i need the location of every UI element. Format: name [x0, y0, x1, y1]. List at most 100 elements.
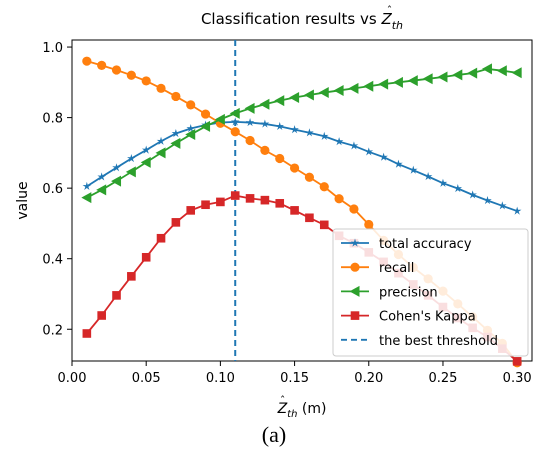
x-tick-label: 0.10	[206, 371, 235, 386]
point-precision	[452, 69, 463, 81]
point-total-accuracy	[319, 131, 329, 140]
point-recall	[275, 153, 285, 164]
legend-marker-total-accuracy	[350, 238, 360, 247]
point-precision	[125, 166, 136, 178]
legend-marker-cohen-s-kappa	[350, 311, 360, 320]
point-total-accuracy	[394, 159, 403, 168]
point-precision	[274, 95, 285, 107]
point-cohen-s-kappa	[275, 199, 285, 208]
point-total-accuracy	[260, 119, 270, 128]
point-cohen-s-kappa	[230, 191, 240, 200]
y-tick-label: 0.6	[42, 182, 63, 197]
point-recall	[97, 60, 107, 70]
point-total-accuracy	[127, 154, 136, 163]
point-total-accuracy	[156, 136, 166, 145]
point-recall	[186, 100, 196, 110]
point-cohen-s-kappa	[156, 233, 166, 243]
point-total-accuracy	[498, 201, 507, 210]
point-precision	[155, 147, 166, 159]
point-recall	[334, 194, 344, 204]
point-precision	[333, 84, 344, 96]
point-precision	[81, 192, 92, 204]
chart-title: Classification results vs Zth	[201, 10, 403, 32]
title-hat-accent: ˆ	[387, 4, 393, 17]
point-total-accuracy	[453, 184, 463, 193]
point-precision	[318, 87, 329, 99]
point-precision	[437, 71, 448, 83]
point-cohen-s-kappa	[512, 357, 522, 366]
y-tick-label: 0.8	[42, 112, 63, 127]
series-line-precision	[86, 68, 518, 199]
series-line-total-accuracy	[86, 120, 518, 212]
x-tick-label: 0.25	[428, 371, 457, 386]
point-cohen-s-kappa	[245, 194, 255, 203]
point-cohen-s-kappa	[97, 311, 106, 320]
point-total-accuracy	[275, 121, 285, 131]
y-tick-label: 0.4	[42, 253, 63, 268]
point-precision	[467, 67, 478, 79]
point-cohen-s-kappa	[112, 291, 121, 300]
point-total-accuracy	[171, 128, 181, 138]
x-tick-label: 0.30	[503, 371, 532, 386]
point-total-accuracy	[379, 152, 388, 161]
legend-box	[332, 228, 529, 357]
point-cohen-s-kappa	[290, 206, 299, 215]
y-tick-label: 1.0	[42, 41, 63, 56]
figure-caption: (a)	[261, 422, 287, 447]
point-recall	[319, 182, 329, 192]
point-precision	[140, 156, 151, 168]
point-cohen-s-kappa	[127, 272, 136, 281]
point-precision	[407, 75, 418, 87]
point-total-accuracy	[186, 124, 195, 133]
point-cohen-s-kappa	[216, 197, 225, 207]
x-tick-label: 0.05	[132, 371, 161, 386]
point-precision	[244, 102, 255, 114]
point-cohen-s-kappa	[186, 206, 196, 215]
point-recall	[260, 145, 270, 156]
point-precision	[511, 67, 522, 79]
point-precision	[259, 98, 270, 110]
point-total-accuracy	[97, 172, 106, 181]
point-total-accuracy	[305, 128, 314, 137]
legend-label-precision: precision	[379, 285, 438, 300]
point-precision	[96, 184, 107, 196]
x-tick-label: 0.20	[354, 371, 383, 386]
legend-label-cohen-s-kappa: Cohen's Kappa	[379, 310, 476, 325]
legend-marker-precision	[349, 285, 360, 297]
point-recall	[364, 219, 374, 230]
y-axis-label: value	[15, 181, 31, 219]
point-precision	[185, 129, 196, 141]
y-tick-label: 0.2	[42, 323, 63, 338]
point-recall	[156, 83, 166, 93]
point-recall	[230, 127, 240, 137]
point-recall	[141, 76, 151, 86]
point-precision	[303, 89, 314, 101]
point-cohen-s-kappa	[260, 195, 270, 205]
point-precision	[214, 113, 225, 125]
point-precision	[170, 137, 181, 149]
point-total-accuracy	[468, 190, 477, 199]
point-total-accuracy	[141, 145, 151, 154]
point-recall	[200, 109, 211, 119]
point-precision	[422, 73, 433, 85]
point-cohen-s-kappa	[171, 218, 181, 227]
x-tick-label: 0.00	[58, 371, 87, 386]
point-total-accuracy	[112, 163, 121, 172]
point-recall	[289, 163, 300, 173]
point-precision	[496, 65, 507, 77]
point-cohen-s-kappa	[201, 200, 210, 210]
point-total-accuracy	[349, 141, 359, 150]
point-total-accuracy	[438, 178, 448, 187]
point-total-accuracy	[364, 147, 374, 156]
point-cohen-s-kappa	[319, 220, 329, 230]
point-total-accuracy	[245, 118, 255, 127]
point-precision	[229, 107, 240, 119]
point-total-accuracy	[230, 117, 240, 126]
point-cohen-s-kappa	[305, 213, 314, 223]
point-total-accuracy	[483, 196, 492, 205]
legend-label-recall: recall	[379, 261, 414, 276]
point-cohen-s-kappa	[141, 252, 151, 262]
point-precision	[363, 80, 374, 92]
point-recall	[171, 91, 181, 102]
legend-label-the-best-threshold: the best threshold	[379, 334, 498, 349]
